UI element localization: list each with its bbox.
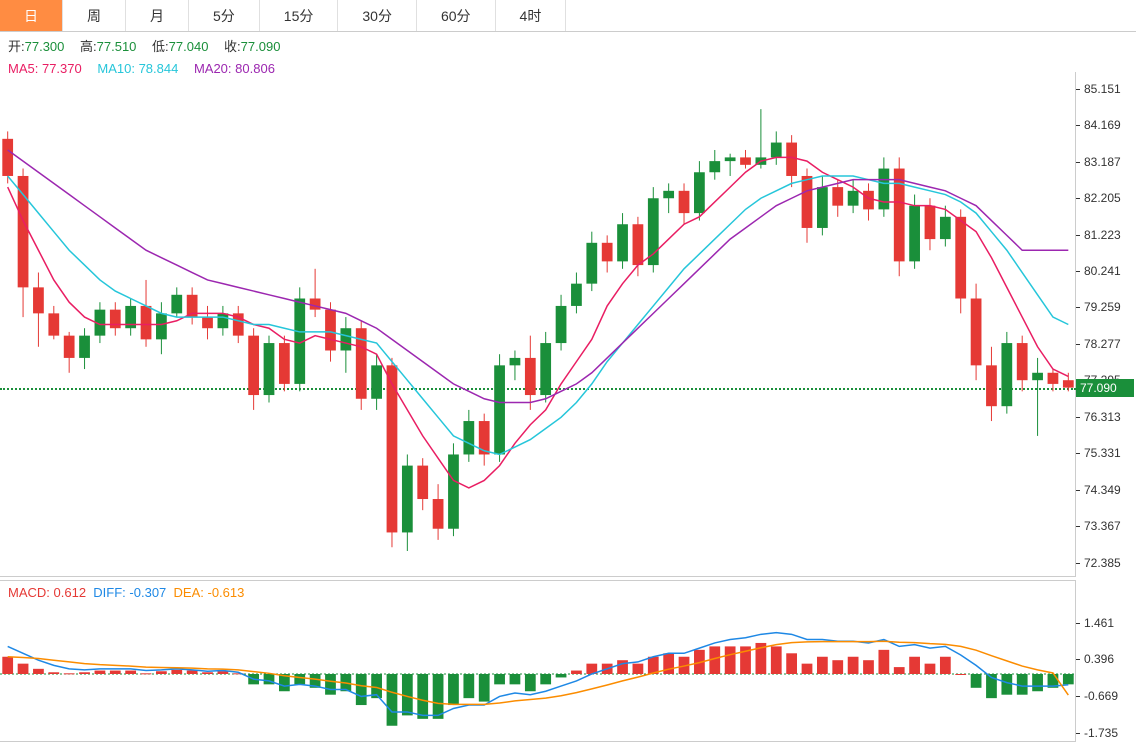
tab-60分[interactable]: 60分 (417, 0, 496, 31)
macd-header: MACD: 0.612 DIFF: -0.307 DEA: -0.613 (0, 581, 252, 604)
tab-5分[interactable]: 5分 (189, 0, 260, 31)
open-value: 77.300 (25, 39, 65, 54)
tab-周[interactable]: 周 (63, 0, 126, 31)
low-value: 77.040 (169, 39, 209, 54)
macd-y-axis: 1.461 0.396 -0.669 -1.735 (1076, 580, 1136, 742)
macd-y-tick: 1.461 (1084, 616, 1114, 630)
dea-value: -0.613 (208, 585, 245, 600)
timeframe-tabs: 日周月5分15分30分60分4时 (0, 0, 1136, 32)
close-label: 收: (224, 39, 241, 54)
tab-15分[interactable]: 15分 (260, 0, 339, 31)
tab-日[interactable]: 日 (0, 0, 63, 31)
close-value: 77.090 (241, 39, 281, 54)
diff-label: DIFF: (93, 585, 126, 600)
tab-4时[interactable]: 4时 (496, 0, 567, 31)
ohlc-row: 开:77.300 高:77.510 低:77.040 收:77.090 (0, 32, 1136, 59)
macd-label: MACD: (8, 585, 50, 600)
y-tick: 73.367 (1084, 519, 1121, 533)
y-tick: 74.349 (1084, 483, 1121, 497)
y-tick: 78.277 (1084, 337, 1121, 351)
candlestick-chart[interactable] (0, 72, 1076, 577)
diff-value: -0.307 (129, 585, 166, 600)
y-tick: 76.313 (1084, 410, 1121, 424)
macd-y-tick: -0.669 (1084, 689, 1118, 703)
y-tick: 83.187 (1084, 155, 1121, 169)
y-tick: 79.259 (1084, 300, 1121, 314)
open-label: 开: (8, 39, 25, 54)
macd-y-tick: -1.735 (1084, 726, 1118, 740)
price-y-axis: 85.151 84.169 83.187 82.205 81.223 80.241 79.2… (1076, 72, 1136, 577)
y-tick: 82.205 (1084, 191, 1121, 205)
y-tick: 84.169 (1084, 118, 1121, 132)
macd-panel[interactable]: MACD: 0.612 DIFF: -0.307 DEA: -0.613 (0, 580, 1076, 742)
high-value: 77.510 (97, 39, 137, 54)
low-label: 低: (152, 39, 169, 54)
y-tick: 72.385 (1084, 556, 1121, 570)
macd-y-tick: 0.396 (1084, 652, 1114, 666)
macd-value: 0.612 (54, 585, 87, 600)
y-tick: 81.223 (1084, 228, 1121, 242)
tab-月[interactable]: 月 (126, 0, 189, 31)
high-label: 高: (80, 39, 97, 54)
y-tick: 80.241 (1084, 264, 1121, 278)
dea-label: DEA: (174, 585, 204, 600)
y-tick: 85.151 (1084, 82, 1121, 96)
current-price-label: 77.090 (1076, 379, 1134, 397)
y-tick: 75.331 (1084, 446, 1121, 460)
tab-30分[interactable]: 30分 (338, 0, 417, 31)
